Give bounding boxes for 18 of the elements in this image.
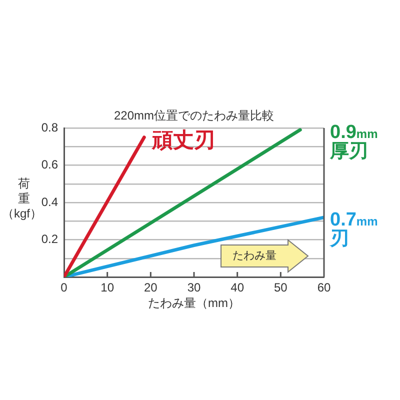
y-tick-label: 0.4	[41, 194, 58, 209]
x-tick-label: 50	[274, 280, 288, 295]
series-label: 0.9mm 厚刃	[329, 122, 378, 162]
x-tick-label: 10	[100, 280, 114, 295]
series-label: 0.7mm 刃	[329, 210, 378, 250]
annotation: たわみ量	[232, 249, 278, 264]
x-tick-label: 40	[230, 280, 244, 295]
x-tick-label: 0	[60, 280, 68, 295]
y-tick-label: 0.6	[41, 158, 58, 172]
series-label: 頑丈刃	[151, 129, 216, 152]
x-axis-title: たわみ量（mm）	[148, 296, 240, 310]
x-tick-label: 30	[187, 280, 201, 295]
y-tick-label: 0.8	[41, 120, 58, 134]
y-axis-title: 荷重（kgf）	[2, 176, 42, 220]
chart-title: 220mm位置でのたわみ量比較	[114, 108, 274, 122]
y-tick-label: 0.2	[41, 232, 58, 246]
x-tick-label: 20	[144, 280, 158, 295]
x-tick-label: 60	[317, 280, 331, 295]
